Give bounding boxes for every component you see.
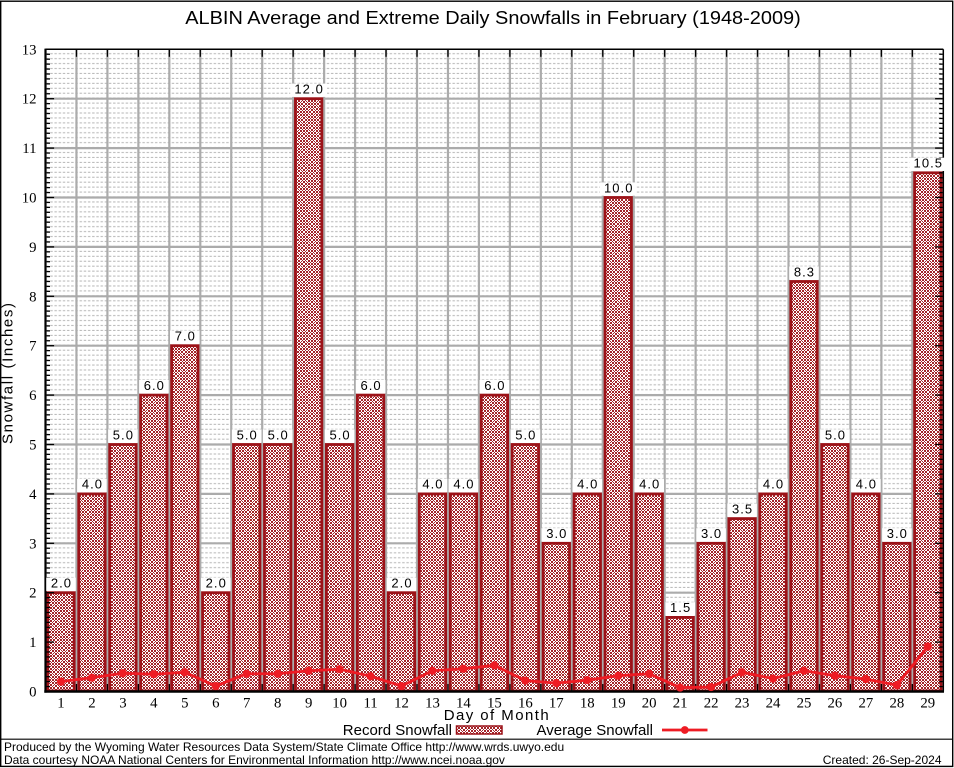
svg-text:Average Snowfall: Average Snowfall: [537, 722, 653, 739]
svg-text:5.0: 5.0: [113, 427, 134, 442]
svg-text:4.0: 4.0: [422, 477, 443, 492]
svg-text:10.5: 10.5: [914, 156, 944, 171]
svg-text:Data courtesy NOAA National Ce: Data courtesy NOAA National Centers for …: [4, 753, 505, 767]
svg-text:17: 17: [549, 696, 564, 712]
svg-text:25: 25: [797, 696, 812, 712]
svg-text:6.0: 6.0: [484, 378, 505, 393]
svg-text:7.0: 7.0: [175, 329, 196, 344]
svg-text:11: 11: [22, 141, 36, 157]
svg-text:27: 27: [859, 696, 874, 712]
svg-text:29: 29: [920, 696, 935, 712]
svg-text:14: 14: [456, 696, 471, 712]
svg-text:2.0: 2.0: [206, 576, 227, 591]
svg-text:20: 20: [642, 696, 657, 712]
svg-text:4.0: 4.0: [763, 477, 784, 492]
svg-text:6.0: 6.0: [360, 378, 381, 393]
svg-text:6: 6: [212, 696, 219, 712]
svg-text:10.0: 10.0: [604, 180, 634, 195]
svg-text:2.0: 2.0: [391, 576, 412, 591]
svg-text:4.0: 4.0: [82, 477, 103, 492]
svg-text:19: 19: [611, 696, 626, 712]
svg-text:5: 5: [29, 438, 36, 454]
svg-text:3.0: 3.0: [887, 526, 908, 541]
svg-text:3.0: 3.0: [701, 526, 722, 541]
svg-text:8: 8: [274, 696, 281, 712]
svg-text:5.0: 5.0: [515, 427, 536, 442]
svg-text:6: 6: [29, 388, 36, 404]
svg-text:Created: 26-Sep-2024: Created: 26-Sep-2024: [823, 753, 942, 767]
svg-text:21: 21: [673, 696, 688, 712]
svg-text:12.0: 12.0: [294, 82, 324, 97]
svg-text:13: 13: [425, 696, 440, 712]
svg-text:10: 10: [332, 696, 347, 712]
svg-text:12: 12: [22, 92, 37, 108]
svg-text:13: 13: [22, 42, 37, 58]
svg-text:5.0: 5.0: [268, 427, 289, 442]
svg-text:10: 10: [22, 191, 37, 207]
svg-text:4.0: 4.0: [453, 477, 474, 492]
svg-text:Day of Month: Day of Month: [444, 707, 549, 724]
svg-text:1: 1: [29, 635, 36, 651]
svg-text:6.0: 6.0: [144, 378, 165, 393]
svg-text:2.0: 2.0: [51, 576, 72, 591]
svg-text:3: 3: [119, 696, 126, 712]
svg-text:4.0: 4.0: [856, 477, 877, 492]
svg-text:ALBIN Average and Extreme Dail: ALBIN Average and Extreme Daily Snowfall…: [185, 8, 801, 28]
svg-text:4: 4: [29, 487, 37, 503]
svg-text:15: 15: [487, 696, 502, 712]
svg-text:12: 12: [394, 696, 409, 712]
svg-text:3.5: 3.5: [732, 501, 753, 516]
svg-text:3.0: 3.0: [546, 526, 567, 541]
svg-text:5.0: 5.0: [237, 427, 258, 442]
svg-text:16: 16: [518, 696, 533, 712]
svg-text:5.0: 5.0: [825, 427, 846, 442]
svg-text:8: 8: [29, 289, 36, 305]
svg-text:11: 11: [363, 696, 377, 712]
svg-text:9: 9: [29, 240, 36, 256]
svg-text:Snowfall (Inches): Snowfall (Inches): [0, 303, 16, 444]
svg-text:7: 7: [243, 696, 250, 712]
svg-text:1.5: 1.5: [670, 600, 691, 615]
svg-text:28: 28: [889, 696, 904, 712]
svg-text:2: 2: [29, 586, 36, 602]
svg-text:5: 5: [181, 696, 188, 712]
svg-text:18: 18: [580, 696, 595, 712]
svg-text:5.0: 5.0: [329, 427, 350, 442]
svg-text:1: 1: [57, 696, 64, 712]
svg-text:7: 7: [29, 339, 36, 355]
svg-text:22: 22: [704, 696, 719, 712]
svg-text:8.3: 8.3: [794, 264, 815, 279]
svg-text:4.0: 4.0: [639, 477, 660, 492]
svg-text:4.0: 4.0: [577, 477, 598, 492]
svg-text:Produced by the Wyoming Water: Produced by the Wyoming Water Resources …: [4, 740, 564, 754]
svg-text:2: 2: [88, 696, 95, 712]
svg-text:9: 9: [305, 696, 312, 712]
svg-text:23: 23: [735, 696, 750, 712]
svg-text:4: 4: [150, 696, 158, 712]
svg-text:24: 24: [766, 696, 781, 712]
svg-text:Record Snowfall: Record Snowfall: [343, 722, 452, 739]
svg-text:3: 3: [29, 536, 36, 552]
svg-text:26: 26: [828, 696, 843, 712]
svg-text:0: 0: [29, 685, 36, 701]
